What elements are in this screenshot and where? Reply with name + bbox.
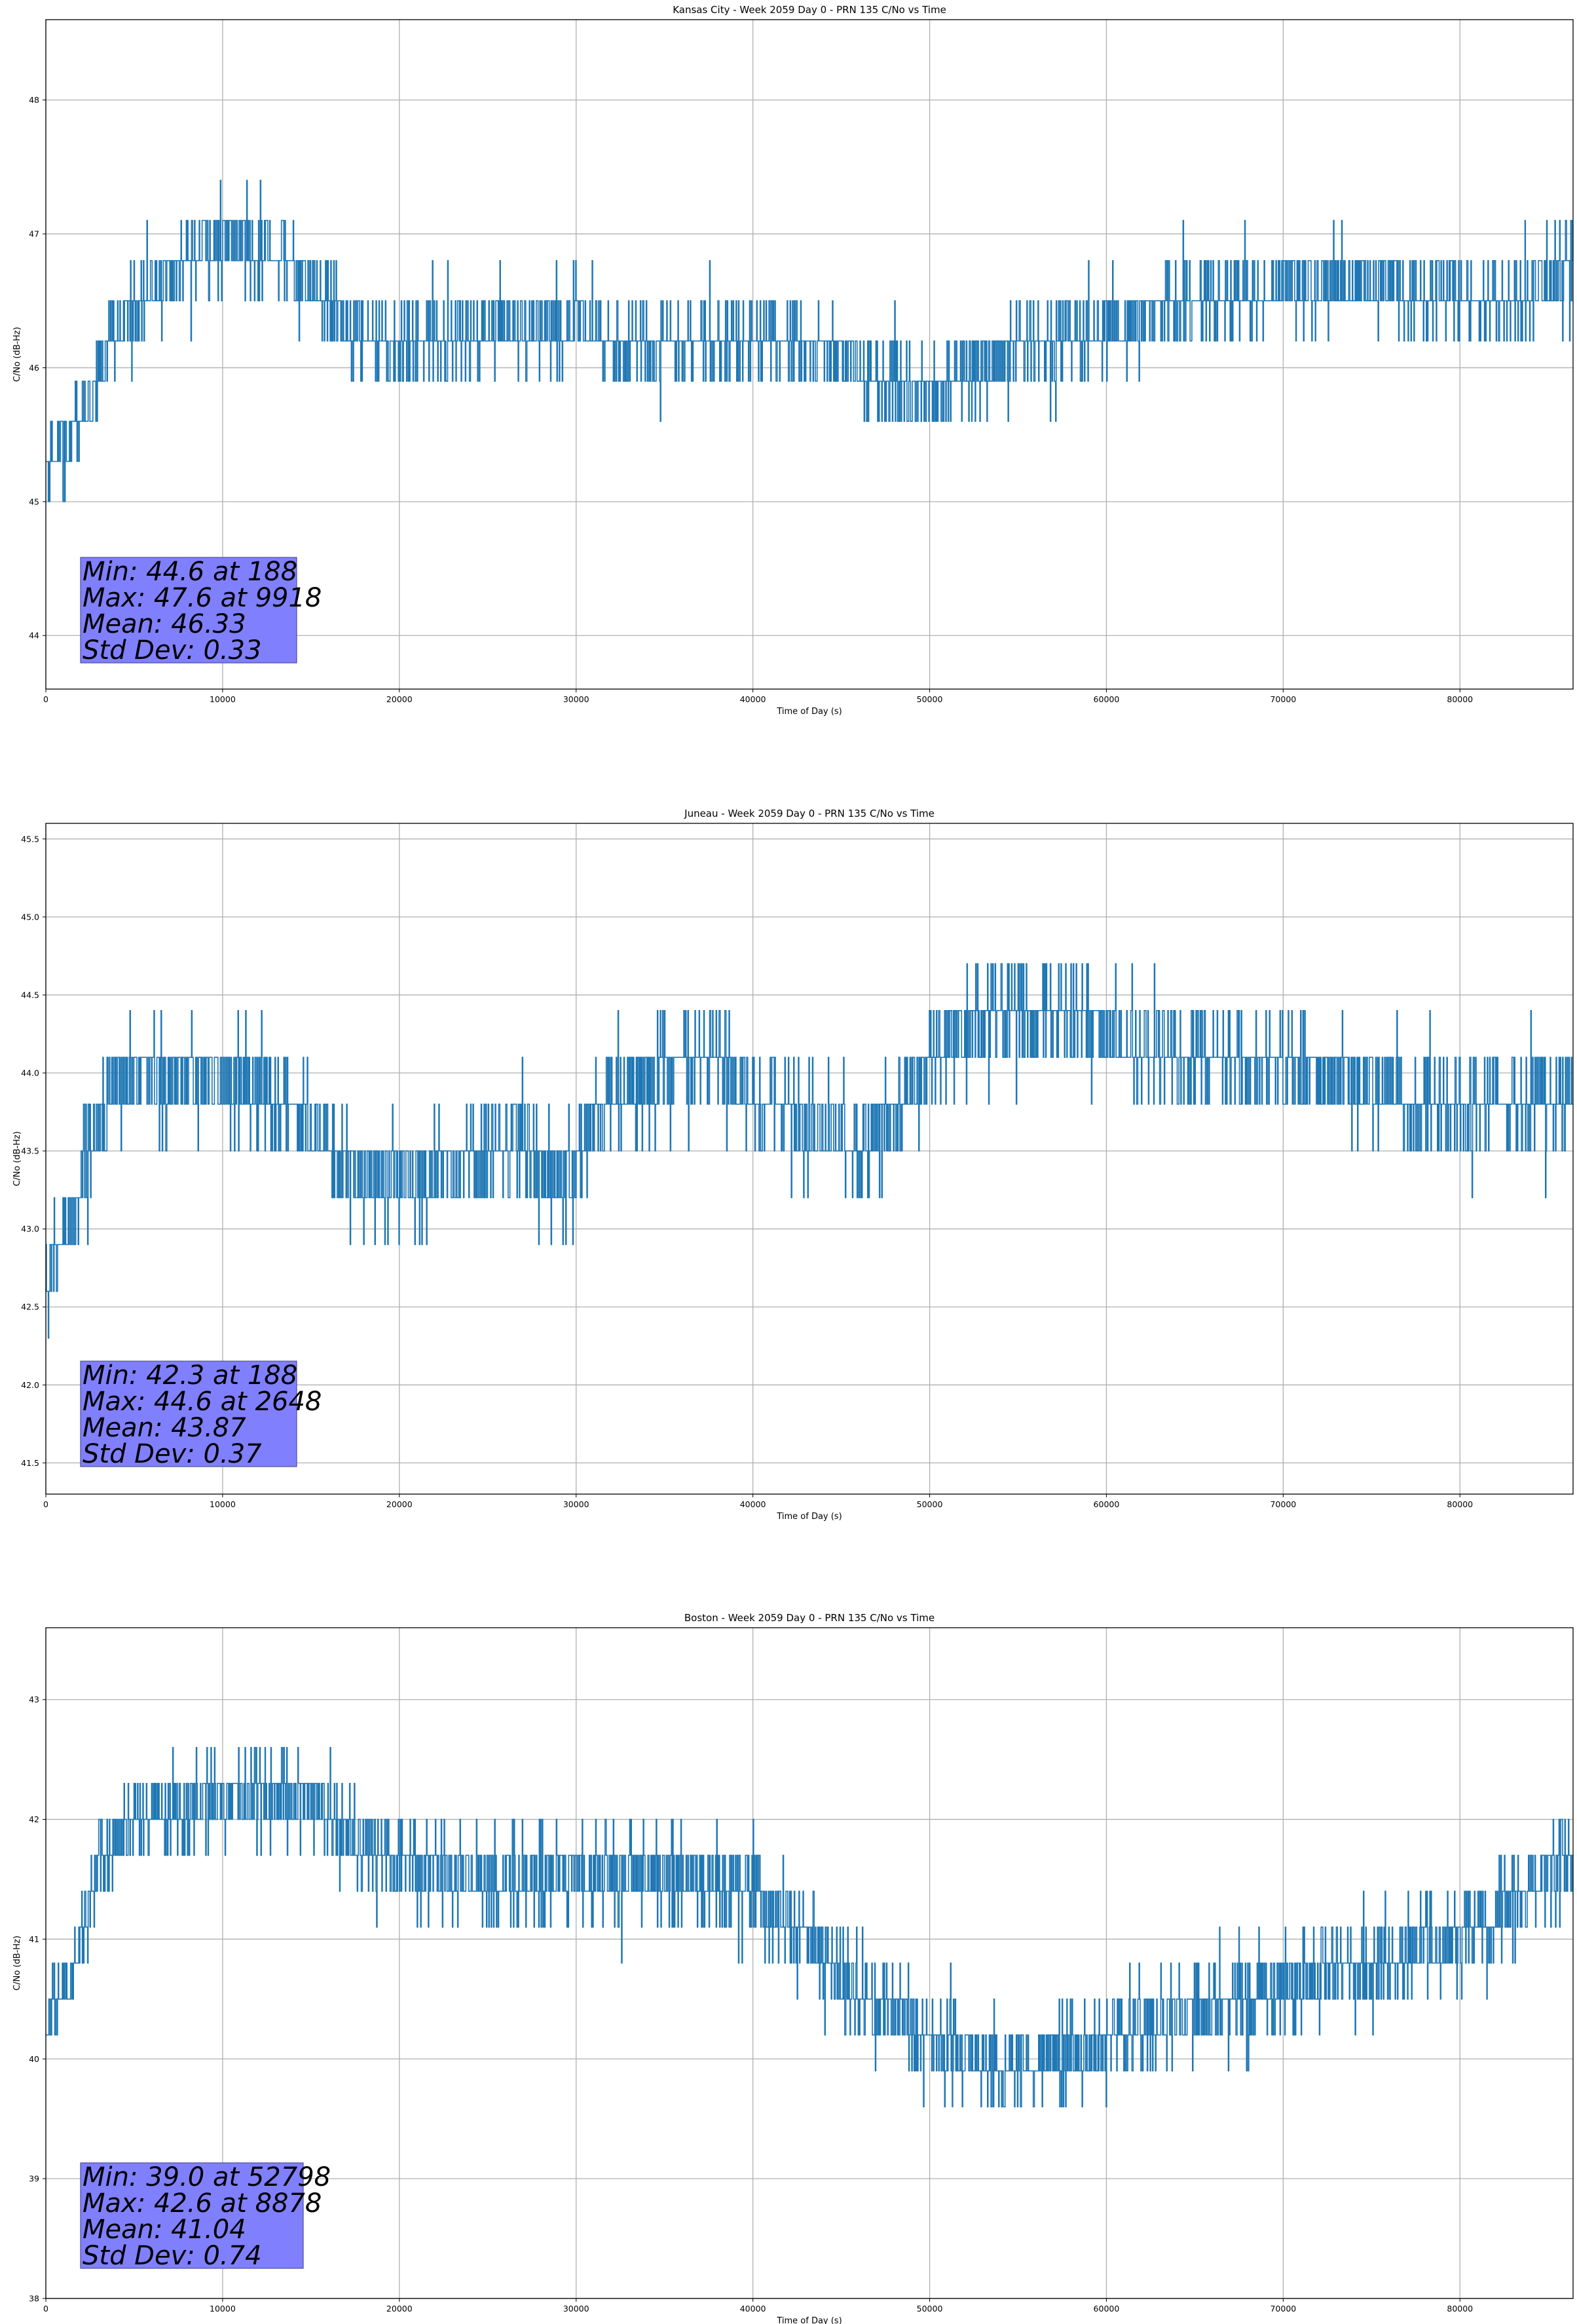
- axes-frame: [45, 823, 1574, 1495]
- chart-title: Kansas City - Week 2059 Day 0 - PRN 135 …: [673, 4, 946, 16]
- x-tick-label: 70000: [1270, 1499, 1296, 1509]
- stats-mean: Mean: 46.33: [83, 609, 246, 639]
- y-tick-label: 41.5: [21, 1458, 39, 1468]
- y-tick-label: 38: [29, 2294, 39, 2304]
- x-tick-label: 40000: [740, 694, 766, 704]
- x-tick-label: 50000: [917, 694, 943, 704]
- x-tick-label: 60000: [1094, 694, 1120, 704]
- x-tick-label: 60000: [1094, 2304, 1120, 2314]
- x-axis-label: Time of Day (s): [776, 707, 842, 717]
- y-tick-label: 45: [29, 497, 39, 506]
- x-tick-label: 20000: [386, 1499, 413, 1509]
- x-tick-label: 80000: [1447, 1499, 1473, 1509]
- x-axis-label: Time of Day (s): [776, 2316, 842, 2324]
- stats-box: [80, 557, 297, 664]
- x-tick-label: 10000: [210, 1499, 236, 1509]
- y-tick-label: 39: [29, 2174, 39, 2184]
- y-tick-label: 47: [29, 229, 39, 239]
- x-tick-label: 10000: [210, 2304, 236, 2314]
- series-line: [46, 963, 1573, 1339]
- x-tick-label: 70000: [1270, 2304, 1296, 2314]
- y-axis-label: C/No (dB-Hz): [12, 1936, 22, 1991]
- x-tick-label: 60000: [1094, 1499, 1120, 1509]
- chart-title: Boston - Week 2059 Day 0 - PRN 135 C/No …: [684, 1612, 935, 1624]
- x-tick-label: 30000: [563, 1499, 589, 1509]
- stats-min: Min: 42.3 at 188: [83, 1360, 297, 1391]
- y-tick-label: 48: [29, 95, 39, 105]
- stats-min: Min: 39.0 at 52798: [83, 2162, 331, 2192]
- y-tick-label: 45.0: [21, 912, 39, 922]
- x-tick-label: 0: [43, 1499, 48, 1509]
- x-tick-label: 0: [43, 2304, 48, 2314]
- x-tick-label: 30000: [563, 2304, 589, 2314]
- stats-mean: Mean: 43.87: [83, 1413, 246, 1443]
- x-axis-label: Time of Day (s): [776, 1512, 842, 1522]
- x-tick-label: 0: [43, 694, 48, 704]
- y-tick-label: 43: [29, 1695, 39, 1704]
- x-tick-label: 70000: [1270, 694, 1296, 704]
- stats-mean: Mean: 41.04: [83, 2215, 246, 2245]
- x-tick-label: 20000: [386, 2304, 413, 2314]
- axes-frame: [45, 19, 1574, 690]
- y-tick-label: 41: [29, 1934, 39, 1944]
- stats-min: Min: 44.6 at 188: [83, 557, 297, 587]
- y-tick-label: 42: [29, 1814, 39, 1824]
- y-tick-label: 44.0: [21, 1068, 39, 1078]
- stats-max: Max: 42.6 at 8878: [83, 2188, 322, 2219]
- x-tick-label: 40000: [740, 2304, 766, 2314]
- stats-box: [80, 1360, 297, 1467]
- x-tick-label: 50000: [917, 2304, 943, 2314]
- y-tick-label: 45.5: [21, 834, 39, 844]
- y-tick-label: 46: [29, 363, 39, 373]
- stats-std: Std Dev: 0.37: [83, 1439, 262, 1469]
- y-axis-label: C/No (dB-Hz): [12, 1131, 22, 1186]
- x-tick-label: 80000: [1447, 694, 1473, 704]
- x-tick-label: 10000: [210, 694, 236, 704]
- x-tick-label: 30000: [563, 694, 589, 704]
- stats-box: [80, 2162, 304, 2269]
- y-axis-label: C/No (dB-Hz): [12, 327, 22, 382]
- y-tick-label: 40: [29, 2054, 39, 2064]
- x-tick-label: 20000: [386, 694, 413, 704]
- series-line: [46, 179, 1573, 502]
- y-tick-label: 44.5: [21, 990, 39, 1000]
- chart-1: 0 10000 20000 30000 40000 50000 60000 70000 8000…: [12, 808, 1574, 1522]
- y-tick-label: 42.0: [21, 1380, 39, 1390]
- stats-max: Max: 44.6 at 2648: [83, 1387, 322, 1417]
- axes-frame: [45, 1627, 1574, 2299]
- stats-std: Std Dev: 0.74: [83, 2241, 262, 2271]
- stats-std: Std Dev: 0.33: [83, 635, 262, 665]
- chart-0: 0 10000 20000 30000 40000 50000 60000 70000 8000…: [12, 4, 1574, 717]
- stats-max: Max: 47.6 at 9918: [83, 583, 322, 613]
- x-tick-label: 80000: [1447, 2304, 1473, 2314]
- x-tick-label: 40000: [740, 1499, 766, 1509]
- y-tick-label: 44: [29, 631, 39, 641]
- x-tick-label: 50000: [917, 1499, 943, 1509]
- y-tick-label: 43.5: [21, 1146, 39, 1156]
- series-line: [46, 1747, 1573, 2108]
- chart-title: Juneau - Week 2059 Day 0 - PRN 135 C/No …: [684, 808, 935, 819]
- y-tick-label: 43.0: [21, 1224, 39, 1234]
- y-tick-label: 42.5: [21, 1302, 39, 1312]
- chart-2: 0 10000 20000 30000 40000 50000 60000 70000 8000…: [12, 1612, 1574, 2324]
